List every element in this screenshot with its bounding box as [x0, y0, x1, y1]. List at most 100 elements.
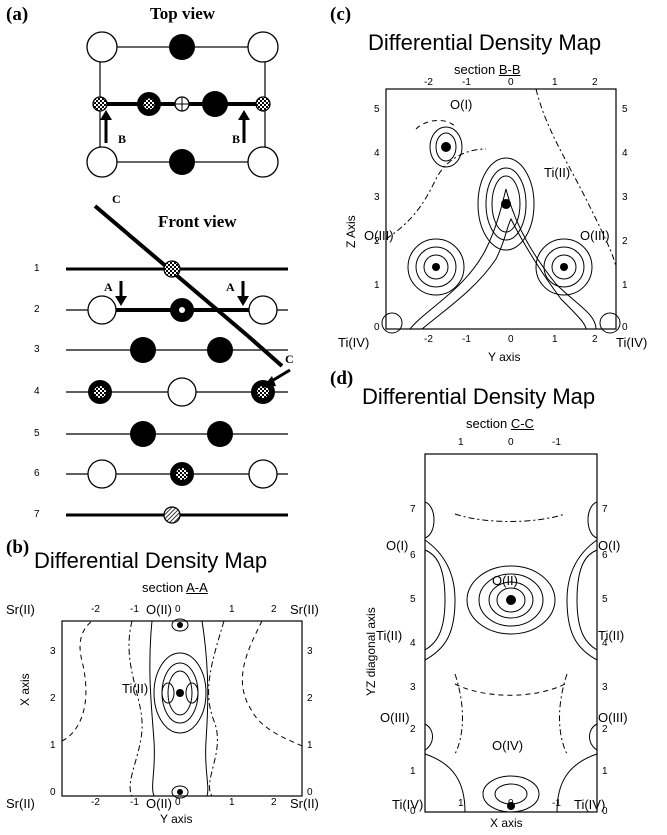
tick: -1 — [130, 604, 139, 615]
panel-b-letter: (b) — [6, 537, 30, 558]
panel-c-title: Differential Density Map — [368, 30, 602, 55]
label-ti-iv: Ti(IV) — [616, 335, 648, 350]
panel-a-letter: (a) — [6, 4, 29, 25]
top-view — [86, 31, 279, 178]
atom-open — [247, 31, 279, 63]
tick: 3 — [50, 646, 56, 657]
panel-d-plot — [424, 453, 598, 813]
tick: 5 — [622, 104, 628, 115]
label-o-ii: O(II) — [146, 602, 172, 617]
tick: 1 — [374, 280, 380, 291]
section-a-mark-right: A — [226, 280, 235, 294]
atom-open — [86, 146, 118, 178]
tick: 4 — [374, 148, 380, 159]
section-b-mark-right: B — [232, 132, 241, 146]
layer-number: 7 — [34, 509, 40, 520]
tick: 5 — [602, 594, 608, 605]
panel-b-plot — [61, 618, 303, 799]
tick: -1 — [552, 798, 561, 809]
tick: 0 — [508, 77, 514, 88]
label-o-iii: O(III) — [580, 228, 610, 243]
panel-d-section: section C-C — [466, 416, 534, 431]
label-ti-iv: Ti(IV) — [574, 797, 606, 812]
panel-b-xlabel: Y axis — [160, 812, 193, 826]
tick: 1 — [552, 77, 558, 88]
tick: 2 — [50, 693, 56, 704]
tick: -2 — [91, 604, 100, 615]
tick: 0 — [374, 322, 380, 333]
label-o-i: O(I) — [598, 538, 621, 553]
panel-c-letter: (c) — [330, 4, 352, 25]
atom-open — [247, 146, 279, 178]
tick: 0 — [410, 806, 416, 817]
panel-c-ylabel: Z Axis — [344, 215, 358, 248]
tick: 0 — [508, 334, 514, 345]
tick: 0 — [508, 437, 514, 448]
tick: 6 — [602, 550, 608, 561]
atom-small-checked — [255, 96, 271, 112]
label-o-iii: O(III) — [364, 228, 394, 243]
panel-c-xlabel: Y axis — [488, 350, 521, 364]
tick: 0 — [307, 787, 313, 798]
panel-d-ylabel: YZ diagonal axis — [364, 607, 378, 696]
tick: 0 — [622, 322, 628, 333]
panel-b-section: section A-A — [142, 580, 208, 595]
label-o-ii: O(II) — [146, 796, 172, 811]
tick: -2 — [424, 77, 433, 88]
tick: 1 — [458, 798, 464, 809]
tick: 4 — [410, 638, 416, 649]
label-o-i: O(I) — [386, 538, 409, 553]
label-ti-ii: Ti(II) — [122, 681, 149, 696]
tick: 6 — [410, 550, 416, 561]
tick: 2 — [410, 724, 416, 735]
panel-d-letter: (d) — [330, 368, 354, 389]
label-ti-iv: Ti(IV) — [392, 797, 424, 812]
tick: 1 — [552, 334, 558, 345]
tick: 1 — [410, 766, 416, 777]
section-c-mark-top: C — [112, 192, 121, 206]
tick: -1 — [552, 437, 561, 448]
label-o-iii: O(III) — [598, 710, 628, 725]
layer-number: 6 — [34, 468, 40, 479]
label-o-i: O(I) — [450, 97, 473, 112]
tick: 1 — [602, 766, 608, 777]
tick: 3 — [307, 646, 313, 657]
label-sr-ii: Sr(II) — [6, 796, 35, 811]
tick: 0 — [175, 604, 181, 615]
label-sr-ii: Sr(II) — [290, 602, 319, 617]
tick: -1 — [462, 334, 471, 345]
tick: 2 — [592, 77, 598, 88]
tick: 2 — [602, 724, 608, 735]
tick: 5 — [374, 104, 380, 115]
tick: -2 — [91, 797, 100, 808]
tick: -1 — [462, 77, 471, 88]
panel-d-xlabel: X axis — [490, 816, 523, 830]
label-ti-iv: Ti(IV) — [338, 335, 370, 350]
tick: -1 — [130, 797, 139, 808]
front-view-title: Front view — [158, 212, 237, 231]
tick: 5 — [410, 594, 416, 605]
tick: 2 — [271, 604, 277, 615]
section-b-mark-left: B — [118, 132, 127, 146]
tick: 3 — [622, 192, 628, 203]
label-o-ii: O(II) — [492, 573, 518, 588]
tick: 0 — [508, 798, 514, 809]
panel-b-ylabel: X axis — [18, 673, 32, 706]
tick: 1 — [50, 740, 56, 751]
section-a-mark-left: A — [104, 280, 113, 294]
atom-open — [86, 31, 118, 63]
tick: 0 — [50, 787, 56, 798]
label-o-iv: O(IV) — [492, 738, 524, 753]
tick: 7 — [602, 504, 608, 515]
tick: 3 — [374, 192, 380, 203]
panel-c-section: section B-B — [454, 62, 521, 77]
layer-number: 2 — [34, 304, 40, 315]
panel-b-title: Differential Density Map — [34, 548, 268, 573]
label-o-iii: O(III) — [380, 710, 410, 725]
tick: 2 — [271, 797, 277, 808]
atom-filled — [202, 91, 228, 117]
tick: 2 — [307, 693, 313, 704]
tick: 2 — [374, 236, 380, 247]
atom-filled — [169, 34, 195, 60]
tick: 1 — [229, 797, 235, 808]
